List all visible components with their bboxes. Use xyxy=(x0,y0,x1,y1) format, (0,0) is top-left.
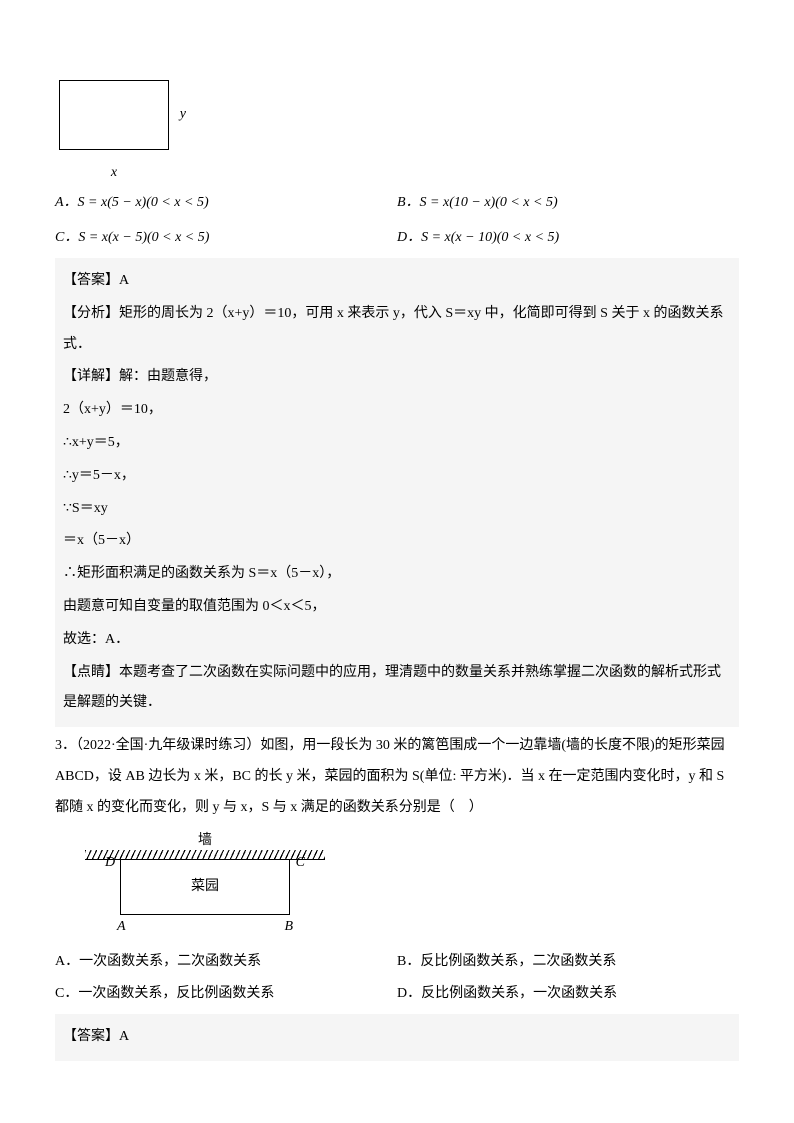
step-4: ∵S＝xy xyxy=(63,494,731,525)
q2-choices-row2: C．S = x(x − 5)(0 < x < 5) D．S = x(x − 10… xyxy=(55,223,739,254)
label-x: x xyxy=(59,163,169,183)
q2-choice-C: C．S = x(x − 5)(0 < x < 5) xyxy=(55,230,209,245)
step-8: 故选：A． xyxy=(63,625,731,656)
corner-A: A xyxy=(117,920,126,934)
solution-block-2: 【答案】A 【分析】矩形的周长为 2（x+y）＝10，可用 x 来表示 y，代入… xyxy=(55,258,739,727)
step-6: ∴矩形面积满足的函数关系为 S＝x（5－x）， xyxy=(63,559,731,590)
q3-choice-A: A．一次函数关系，二次函数关系 xyxy=(55,954,261,969)
q3-choice-B: B．反比例函数关系，二次函数关系 xyxy=(397,954,616,969)
q2-choice-A: A．S = x(5 − x)(0 < x < 5) xyxy=(55,195,209,210)
q3-stem: 3．（2022·全国·九年级课时练习）如图，用一段长为 30 米的篱笆围成一个一… xyxy=(55,731,739,823)
step-1: 2（x+y）＝10， xyxy=(63,395,731,426)
analysis-text: 【分析】矩形的周长为 2（x+y）＝10，可用 x 来表示 y，代入 S＝xy … xyxy=(63,299,731,361)
comment-text: 【点睛】本题考查了二次函数在实际问题中的应用，理清题中的数量关系并熟练掌握二次函… xyxy=(63,658,731,720)
step-5: ＝x（5－x） xyxy=(63,526,731,557)
label-y: y xyxy=(180,100,186,131)
wall-hatch xyxy=(85,850,325,860)
wall-label: 墙 xyxy=(85,834,325,848)
detail-label: 【详解】解：由题意得， xyxy=(63,362,731,393)
corner-C: C xyxy=(296,856,305,870)
q3-choice-C: C．一次函数关系，反比例函数关系 xyxy=(55,986,274,1001)
answer-label: 【答案】A xyxy=(63,266,731,297)
step-7: 由题意可知自变量的取值范围为 0＜x＜5， xyxy=(63,592,731,623)
figure-rectangle: y x xyxy=(59,80,739,182)
garden-label: 菜园 xyxy=(191,880,219,894)
step-2: ∴x+y＝5， xyxy=(63,428,731,459)
spacer xyxy=(55,923,739,945)
rect-box: y xyxy=(59,80,169,150)
figure-wall-garden: 墙 菜园 D C A B xyxy=(85,834,325,915)
corner-D: D xyxy=(105,856,115,870)
garden-box: 菜园 D C A B xyxy=(120,860,290,915)
step-3: ∴y＝5－x， xyxy=(63,461,731,492)
q2-choices-row1: A．S = x(5 − x)(0 < x < 5) B．S = x(10 − x… xyxy=(55,188,739,219)
q2-choice-D: D．S = x(x − 10)(0 < x < 5) xyxy=(397,230,559,245)
q2-choice-B: B．S = x(10 − x)(0 < x < 5) xyxy=(397,195,558,210)
q3-choices: A．一次函数关系，二次函数关系 B．反比例函数关系，二次函数关系 C．一次函数关… xyxy=(55,947,739,1011)
answer-label-3: 【答案】A xyxy=(63,1022,731,1053)
q3-choice-D: D．反比例函数关系，一次函数关系 xyxy=(397,986,617,1001)
solution-block-3: 【答案】A xyxy=(55,1014,739,1061)
corner-B: B xyxy=(284,920,293,934)
